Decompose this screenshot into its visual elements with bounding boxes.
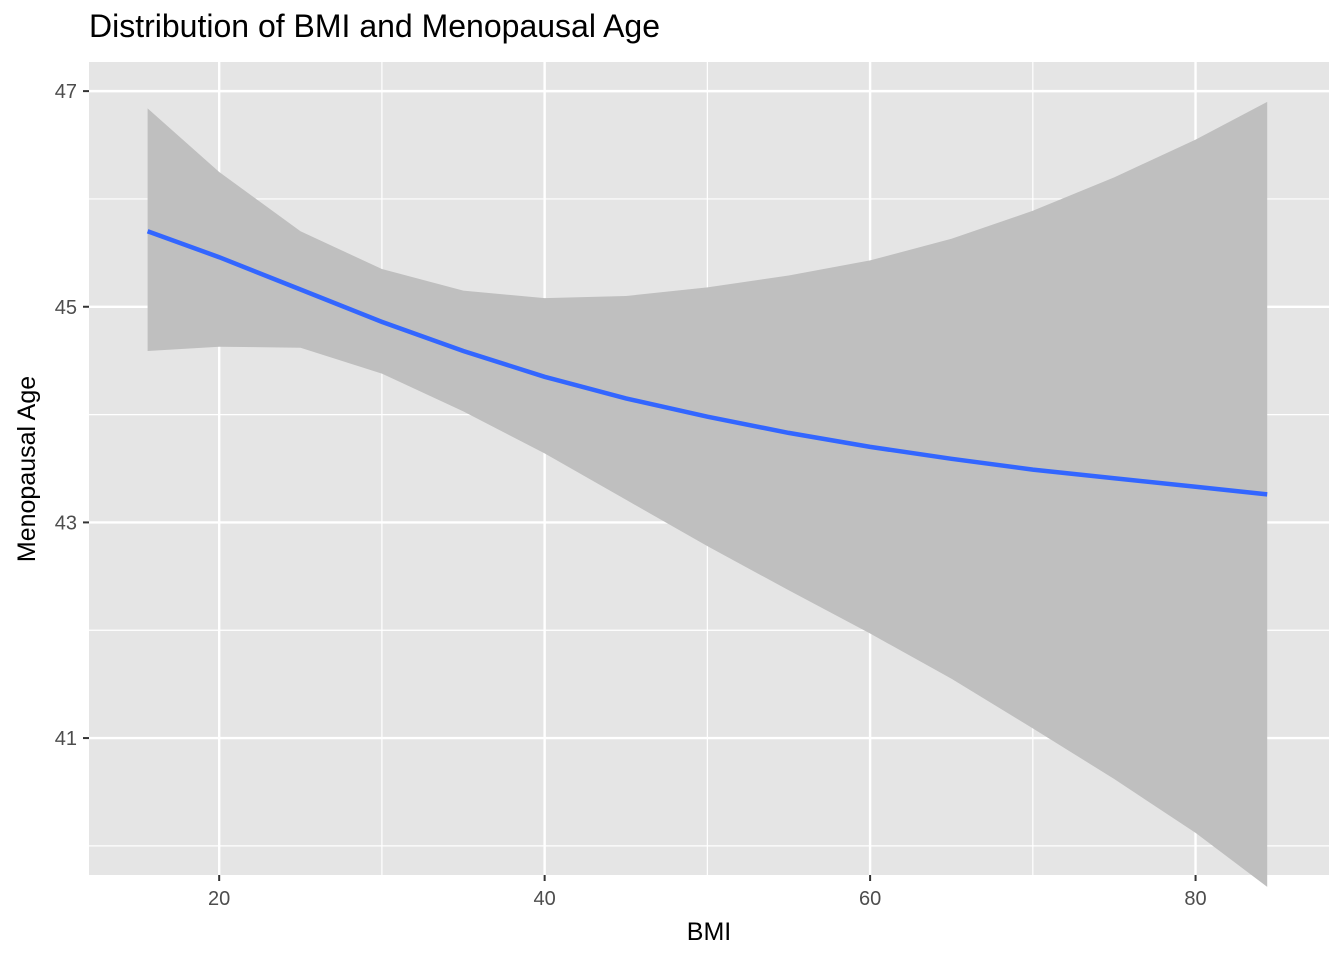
y-tick-label: 43 bbox=[55, 512, 77, 534]
x-tick-label: 40 bbox=[534, 888, 556, 910]
y-tick-label: 45 bbox=[55, 297, 77, 319]
x-tick-label: 60 bbox=[859, 888, 881, 910]
x-axis-title: BMI bbox=[687, 918, 731, 946]
axis-ticks: 20 40 60 80 41 43 45 47 bbox=[55, 81, 1207, 910]
y-axis-title: Menopausal Age bbox=[13, 376, 41, 562]
y-tick-label: 41 bbox=[55, 728, 77, 750]
confidence-ribbon bbox=[147, 101, 1268, 887]
smooth-line bbox=[146, 229, 1268, 497]
x-tick-label: 80 bbox=[1184, 888, 1206, 910]
chart-title: Distribution of BMI and Menopausal Age bbox=[89, 8, 660, 44]
y-tick-label: 47 bbox=[55, 81, 77, 103]
x-tick-label: 20 bbox=[208, 888, 230, 910]
